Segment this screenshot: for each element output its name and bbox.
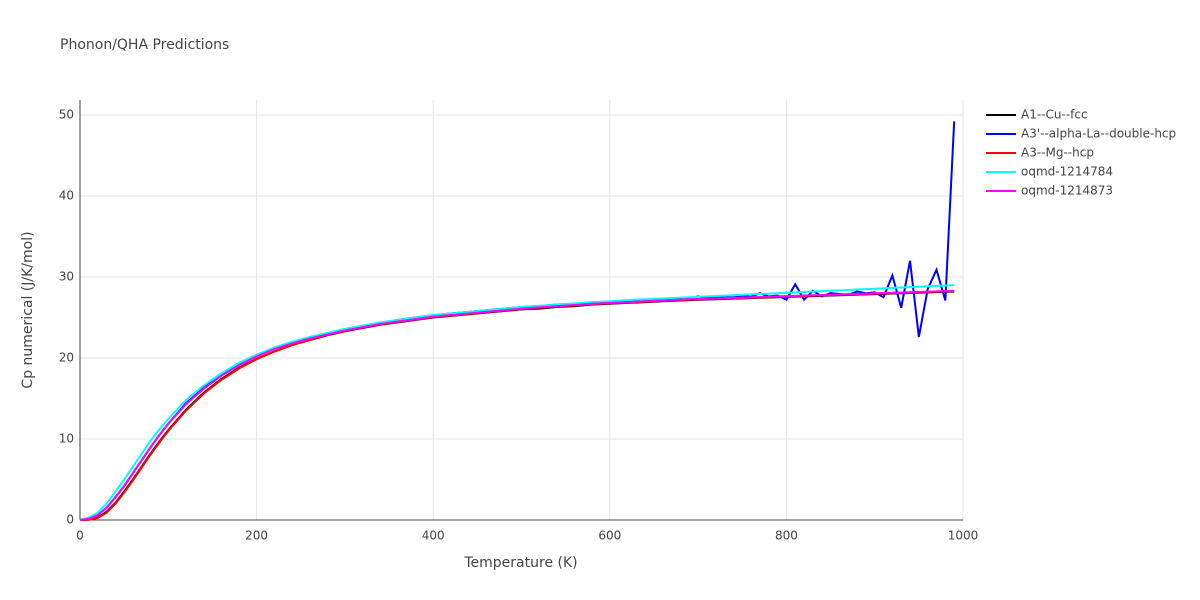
- x-tick-label: 200: [245, 529, 268, 543]
- y-tick-label: 20: [59, 350, 74, 364]
- series-line: [79, 290, 955, 521]
- x-tick-label: 600: [598, 529, 621, 543]
- chart-title: Phonon/QHA Predictions: [60, 37, 229, 53]
- x-tick-label: 0: [76, 529, 84, 543]
- legend-label: A1--Cu--fcc: [1021, 108, 1088, 122]
- legend-label: oqmd-1214784: [1021, 165, 1113, 179]
- x-tick-label: 800: [775, 529, 798, 543]
- series-line: [79, 290, 955, 521]
- series-line: [79, 284, 955, 521]
- y-axis-title: Cp numerical (J/K/mol): [20, 231, 36, 388]
- x-tick-label: 400: [422, 529, 445, 543]
- x-axis-title: Temperature (K): [463, 555, 577, 571]
- y-tick-label: 30: [59, 269, 74, 283]
- x-tick-label: 1000: [948, 529, 979, 543]
- y-tick-label: 0: [66, 513, 74, 527]
- legend-label: A3'--alpha-La--double-hcp: [1021, 127, 1176, 141]
- y-tick-label: 40: [59, 188, 74, 202]
- series-line: [79, 121, 956, 521]
- y-tick-label: 50: [59, 107, 74, 121]
- legend-label: oqmd-1214873: [1021, 184, 1113, 198]
- y-tick-label: 10: [59, 431, 74, 445]
- legend-label: A3--Mg--hcp: [1021, 146, 1094, 160]
- series-line: [79, 289, 955, 521]
- plot-lines: [79, 121, 956, 521]
